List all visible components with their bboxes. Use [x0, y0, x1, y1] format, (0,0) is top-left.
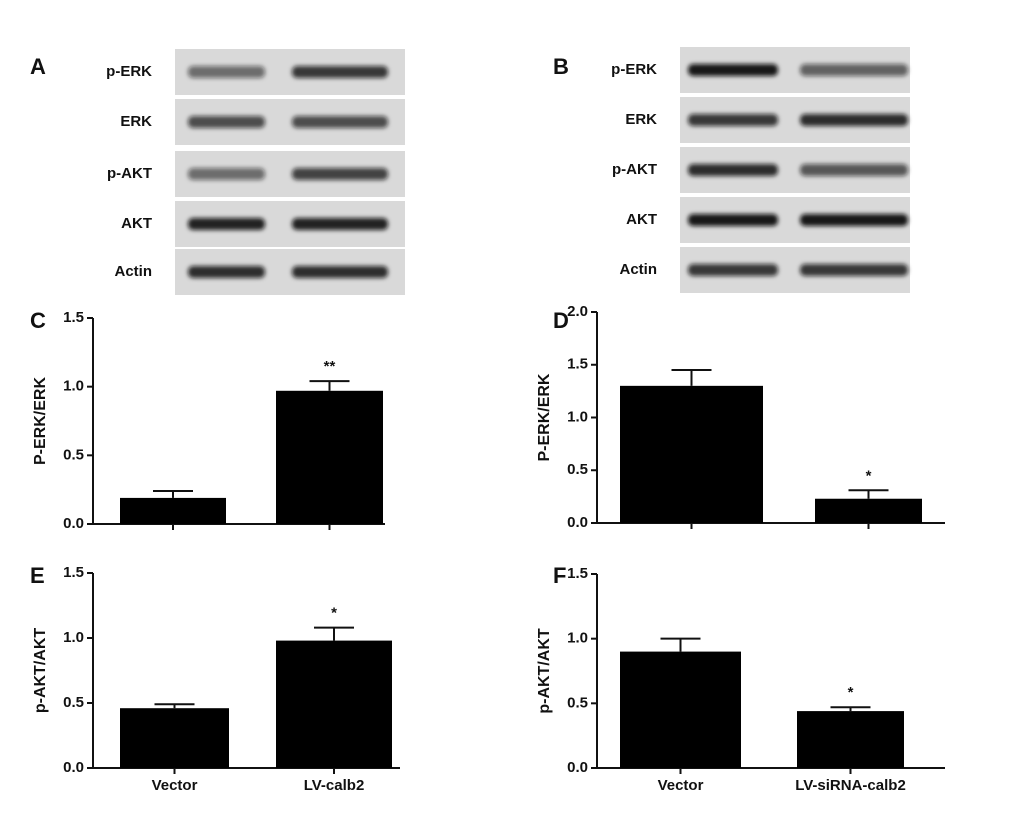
blot-band [688, 264, 778, 276]
blot-band [688, 214, 778, 226]
blot-band [800, 114, 908, 126]
blot-band [292, 218, 388, 230]
y-tick-label: 1.0 [63, 378, 84, 395]
bar [276, 390, 383, 524]
error-bar [153, 490, 193, 498]
blot-band [800, 164, 908, 176]
panel-label: E [30, 563, 45, 588]
x-tick-label: LV-calb2 [304, 777, 365, 794]
bar [120, 708, 229, 768]
y-tick-label: 0.5 [567, 461, 588, 478]
error-bar [309, 380, 350, 391]
y-tick-label: 0.5 [63, 694, 84, 711]
y-axis-label: p-AKT/AKT [32, 628, 49, 714]
blot-band [688, 114, 778, 126]
y-tick-label: 0.5 [63, 446, 84, 463]
error-bar [660, 637, 701, 652]
y-tick-label: 0.0 [63, 515, 84, 532]
bar [276, 640, 392, 768]
y-tick-label: 0.0 [63, 759, 84, 776]
y-tick-label: 1.0 [567, 630, 588, 647]
blot-band [292, 266, 388, 278]
panel-label: D [553, 308, 569, 333]
blot-label: p-AKT [612, 161, 657, 178]
blot-band [188, 116, 265, 128]
bar [815, 498, 922, 523]
panel-label: F [553, 563, 566, 588]
error-bar [671, 369, 712, 386]
blot-band [188, 168, 265, 180]
blot-band [800, 264, 908, 276]
y-axis-label: P-ERK/ERK [536, 373, 553, 461]
bar [120, 497, 226, 524]
y-tick-label: 0.0 [567, 759, 588, 776]
error-bar [848, 489, 889, 499]
blot-band [800, 214, 908, 226]
error-bar [154, 703, 195, 709]
blot-band [188, 266, 265, 278]
blot-band [292, 116, 388, 128]
y-tick-label: 2.0 [567, 303, 588, 320]
panel-label: C [30, 308, 46, 333]
y-axis-label: P-ERK/ERK [32, 377, 49, 465]
blot-band [292, 168, 388, 180]
x-tick-label: LV-siRNA-calb2 [795, 777, 906, 794]
blot-label: p-AKT [107, 165, 152, 182]
blot-label: p-ERK [611, 61, 657, 78]
x-tick-label: Vector [658, 777, 704, 794]
significance-label: * [331, 605, 337, 622]
blot-label: ERK [120, 113, 152, 130]
y-tick-label: 1.5 [567, 565, 588, 582]
bar [620, 651, 741, 768]
y-tick-label: 1.5 [63, 309, 84, 326]
error-bar [314, 626, 354, 641]
y-tick-label: 0.0 [567, 514, 588, 531]
blot-band [292, 66, 388, 78]
blot-band [800, 64, 908, 76]
blot-label: Actin [115, 263, 153, 280]
error-bar [830, 706, 871, 712]
x-tick-label: Vector [152, 777, 198, 794]
y-tick-label: 1.0 [567, 408, 588, 425]
blot-label: Actin [620, 261, 658, 278]
significance-label: * [848, 684, 854, 701]
y-axis-label: p-AKT/AKT [536, 628, 553, 714]
y-tick-label: 1.5 [567, 356, 588, 373]
bar [797, 711, 904, 768]
panel-label: A [30, 54, 46, 79]
bar [620, 385, 763, 523]
y-tick-label: 1.0 [63, 629, 84, 646]
blot-band [188, 66, 265, 78]
blot-label: p-ERK [106, 63, 152, 80]
blot-label: ERK [625, 111, 657, 128]
blot-band [688, 164, 778, 176]
blot-band [688, 64, 778, 76]
y-tick-label: 0.5 [567, 694, 588, 711]
panel-label: B [553, 54, 569, 79]
blot-label: AKT [626, 211, 657, 228]
significance-label: ** [324, 358, 336, 375]
significance-label: * [866, 467, 872, 484]
y-tick-label: 1.5 [63, 564, 84, 581]
blot-label: AKT [121, 215, 152, 232]
blot-band [188, 218, 265, 230]
